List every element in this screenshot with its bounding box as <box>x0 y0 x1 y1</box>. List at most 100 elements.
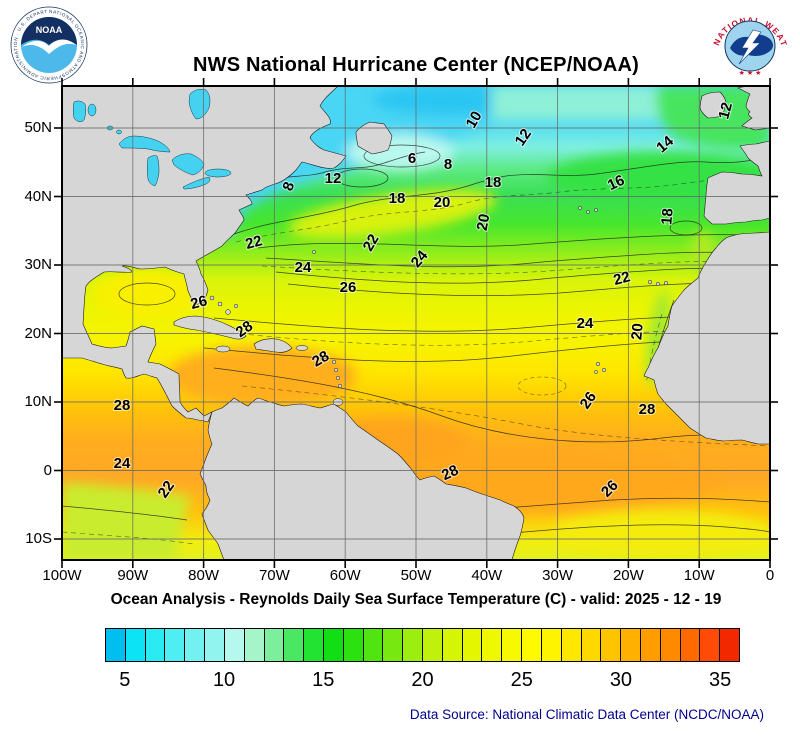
noaa-globe-top <box>21 17 77 45</box>
colorbar-cell <box>601 629 622 661</box>
colorbar-cell <box>403 629 423 661</box>
contour-label: 20 <box>434 194 451 211</box>
colorbar-cell <box>482 629 503 661</box>
colorbar-cell <box>304 629 324 661</box>
colorbar-cell <box>205 629 225 661</box>
sst-map: 6 8 8 12 10 12 12 14 16 18 18 18 20 20 22 22 24 24 26 26 28 2… <box>54 78 778 568</box>
colorbar-cell <box>700 629 721 661</box>
colorbar-cell <box>145 629 166 661</box>
contour-label: 20 <box>628 323 646 341</box>
colorbar-cell <box>720 629 739 661</box>
map-frame <box>61 85 771 561</box>
colorbar-cell <box>363 629 384 661</box>
lon-label: 0 <box>765 567 775 584</box>
colorbar-cell <box>323 629 344 661</box>
contour-label: 12 <box>325 170 342 187</box>
colorbar-cell <box>660 629 681 661</box>
page-title: NWS National Hurricane Center (NCEP/NOAA… <box>192 54 640 76</box>
contour-label: 18 <box>658 208 676 226</box>
contour-label: 20 <box>474 213 494 232</box>
land-newfoundland <box>355 121 393 155</box>
map-caption: Ocean Analysis - Reynolds Daily Sea Surf… <box>110 591 722 608</box>
lon-label: 70W <box>258 567 290 584</box>
contour-label: 8 <box>444 156 452 173</box>
noaa-gull-icon <box>22 39 76 54</box>
map-layers <box>62 86 770 560</box>
lake-winnipeg <box>73 100 86 122</box>
contour-label: 22 <box>244 232 265 253</box>
contour-label: 26 <box>189 292 210 313</box>
contour-label: 18 <box>389 190 406 207</box>
lat-label: 0 <box>43 461 52 479</box>
lakes <box>73 88 232 190</box>
colorbar-cell <box>284 629 305 661</box>
colorbar-cell <box>680 629 701 661</box>
contour-label: 24 <box>577 315 594 332</box>
colorbar-cell <box>640 629 661 661</box>
lat-label: 30N <box>24 256 52 273</box>
colorbar-cell <box>442 629 463 661</box>
colorbar-cell <box>224 629 245 661</box>
colorbar-tick: 5 <box>119 669 131 691</box>
lat-lon-grid <box>62 86 770 560</box>
axis-ticks <box>54 78 778 568</box>
lon-label: 80W <box>188 567 220 584</box>
colorbar-tick: 15 <box>312 669 335 691</box>
colorbar-tick: 20 <box>411 669 434 691</box>
lon-label: 40W <box>471 567 503 584</box>
contour-label: 12 <box>715 101 736 122</box>
noaa-acronym: NOAA <box>36 25 63 35</box>
land-puerto-rico <box>295 345 309 351</box>
colorbar-cell <box>522 629 542 661</box>
land-africa <box>643 231 770 445</box>
nws-logo: NATIONAL WEATHER SERVICE ★ ★ ★ <box>708 2 790 84</box>
lake-michigan <box>147 155 160 187</box>
lat-label: 40N <box>24 187 52 205</box>
lon-label: 90W <box>117 567 149 584</box>
land-jamaica <box>215 345 231 353</box>
lon-label: 60W <box>329 567 361 584</box>
nws-lightning-icon <box>738 29 762 65</box>
temperature-colorbar <box>105 628 740 662</box>
colorbar-cell <box>561 629 582 661</box>
colorbar-cell <box>581 629 602 661</box>
colorbar-cell <box>106 629 126 661</box>
colorbar-cell <box>264 629 285 661</box>
contour-label: 28 <box>114 397 131 414</box>
colorbar-tick: 30 <box>609 669 633 691</box>
colorbar-cell <box>165 629 186 661</box>
colorbar-cell <box>125 629 146 661</box>
noaa-logo: NATIONAL OCEANIC AND ATMOSPHERIC ADMINIS… <box>10 6 88 84</box>
contour-label: 24 <box>295 259 312 276</box>
contour-label: 6 <box>408 150 416 167</box>
land-south-america <box>199 397 525 560</box>
colorbar-cell <box>185 629 206 661</box>
lat-label: 10N <box>24 393 52 410</box>
contour-label: 26 <box>340 279 357 296</box>
nws-stars: ★ ★ ★ <box>739 69 762 77</box>
lon-label: 50W <box>400 567 432 584</box>
lake-manitoba <box>87 103 97 117</box>
colorbar-tick: 25 <box>510 669 533 691</box>
contour-label: 24 <box>114 455 131 472</box>
lon-label: 100W <box>42 567 82 584</box>
colorbar-cell <box>621 629 641 661</box>
james-bay <box>188 88 211 120</box>
contour-label: 28 <box>639 401 656 418</box>
lat-label: 10S <box>25 530 52 547</box>
land-europe-iberia <box>703 140 770 225</box>
colorbar-cell <box>244 629 265 661</box>
lat-label: 50N <box>24 119 52 136</box>
land-ireland <box>699 91 727 119</box>
lake-ontario <box>204 168 232 178</box>
colorbar-cell <box>343 629 364 661</box>
small-islands <box>209 206 669 389</box>
lat-label: 20N <box>24 324 52 342</box>
contour-label: 18 <box>485 174 502 191</box>
lon-label: 20W <box>612 567 644 584</box>
colorbar-cell <box>462 629 483 661</box>
contour-label: 22 <box>612 268 633 289</box>
colorbar-cell <box>423 629 443 661</box>
